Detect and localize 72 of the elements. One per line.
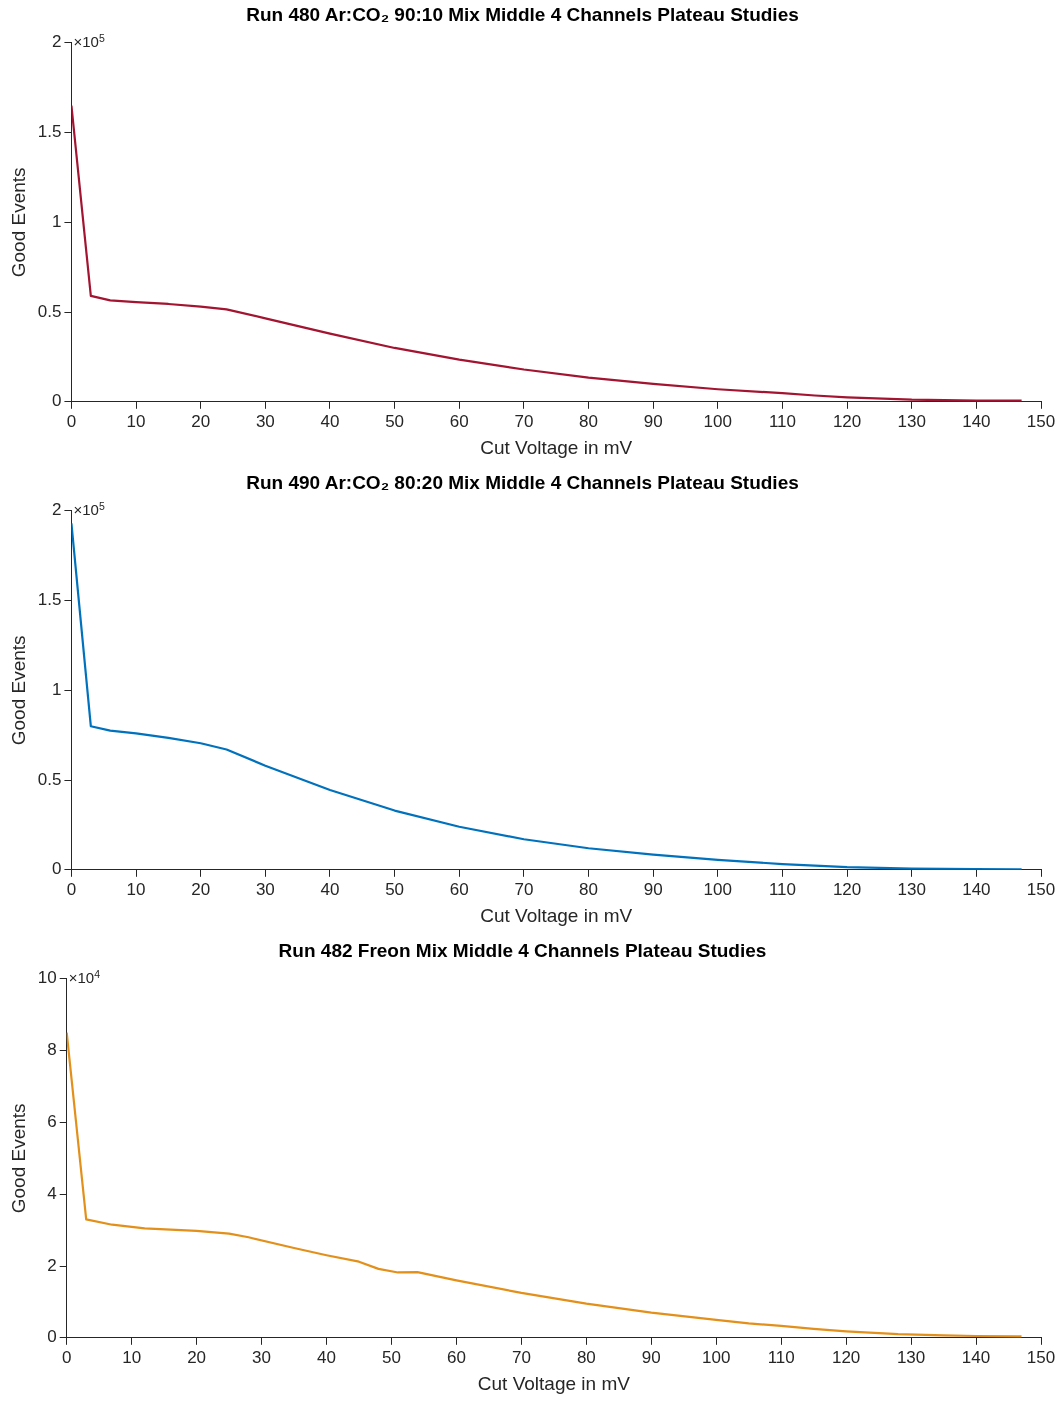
x-tick-label: 140 (962, 879, 991, 899)
x-tick-label: 130 (897, 411, 926, 431)
x-tick-label: 130 (897, 879, 926, 899)
y-tick-label: 0 (51, 391, 62, 411)
x-tick-label: 90 (641, 1347, 661, 1367)
x-tick-label: 140 (962, 411, 991, 431)
x-tick-label: 80 (576, 1347, 596, 1367)
x-axis-title: Cut Voltage in mV (480, 436, 633, 458)
y-tick-label: 2 (51, 32, 62, 52)
x-tick-label: 50 (385, 411, 405, 431)
x-tick-label: 100 (703, 879, 732, 899)
y-tick-label: 10 (37, 968, 57, 988)
x-tick-label: 10 (126, 411, 146, 431)
x-tick-label: 150 (1026, 879, 1056, 899)
x-tick-label: 150 (1026, 1347, 1056, 1367)
x-tick-label: 80 (579, 879, 598, 899)
x-axis-title: Cut Voltage in mV (477, 1372, 631, 1394)
x-tick-label: 60 (449, 879, 469, 899)
x-tick-label: 20 (187, 1347, 207, 1367)
y-tick-label: 8 (47, 1040, 57, 1060)
x-tick-label: 110 (768, 879, 796, 899)
x-tick-label: 150 (1026, 411, 1056, 431)
x-tick-label: 10 (122, 1347, 142, 1367)
x-tick-label: 100 (703, 411, 732, 431)
x-tick-label: 90 (643, 411, 663, 431)
y-tick-label: 1 (51, 211, 62, 231)
chart-title: Run 490 Ar:CO₂ 80:20 Mix Middle 4 Channels Plateau Studies (246, 471, 799, 493)
x-tick-label: 110 (768, 411, 796, 431)
x-tick-label: 120 (832, 879, 862, 899)
y-axis-title: Good Events (7, 635, 29, 746)
y-tick-label: 0.5 (37, 301, 62, 321)
x-tick-label: 140 (961, 1347, 991, 1367)
y-tick-label: 2 (51, 500, 62, 520)
y-axis-title: Good Events (7, 1103, 29, 1214)
x-tick-label: 120 (832, 411, 862, 431)
y-axis-title: Good Events (7, 167, 29, 278)
y-tick-label: 1.5 (37, 590, 62, 610)
y-tick-label: 1.5 (37, 122, 62, 142)
x-tick-label: 80 (579, 411, 598, 431)
x-tick-label: 130 (896, 1347, 926, 1367)
chart-title: Run 482 Freon Mix Middle 4 Channels Plateau Studies (278, 939, 767, 961)
x-axis-title: Cut Voltage in mV (480, 904, 633, 926)
y-tick-label: 0.5 (37, 769, 62, 789)
x-tick-label: 30 (255, 411, 275, 431)
x-tick-label: 50 (385, 879, 405, 899)
x-tick-label: 40 (317, 1347, 336, 1367)
x-tick-label: 70 (514, 411, 534, 431)
y-tick-label: 2 (47, 1255, 57, 1275)
y-tick-label: 1 (51, 679, 62, 699)
x-tick-label: 60 (446, 1347, 466, 1367)
x-tick-label: 30 (255, 879, 275, 899)
x-tick-label: 50 (382, 1347, 401, 1367)
x-tick-label: 10 (126, 879, 146, 899)
x-tick-label: 30 (252, 1347, 272, 1367)
x-tick-label: 90 (643, 879, 663, 899)
x-tick-label: 40 (320, 879, 340, 899)
x-tick-label: 40 (320, 411, 340, 431)
y-tick-label: 4 (47, 1183, 57, 1203)
y-tick-label: 0 (47, 1327, 57, 1347)
x-tick-label: 120 (831, 1347, 861, 1367)
x-tick-label: 60 (449, 411, 469, 431)
x-tick-label: 100 (702, 1347, 731, 1367)
x-tick-label: 20 (191, 411, 211, 431)
x-tick-label: 0 (66, 879, 77, 899)
chart-title: Run 480 Ar:CO₂ 90:10 Mix Middle 4 Channels Plateau Studies (246, 3, 799, 25)
x-tick-label: 70 (514, 879, 534, 899)
x-tick-label: 110 (767, 1347, 795, 1367)
y-tick-label: 0 (51, 859, 62, 879)
y-tick-label: 6 (47, 1112, 57, 1132)
x-tick-label: 20 (191, 879, 211, 899)
x-tick-label: 70 (511, 1347, 531, 1367)
x-tick-label: 0 (66, 411, 77, 431)
